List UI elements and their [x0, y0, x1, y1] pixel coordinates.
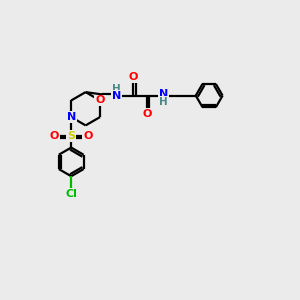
Text: O: O	[83, 131, 93, 141]
Text: S: S	[67, 131, 75, 141]
Text: H: H	[159, 97, 168, 107]
Text: O: O	[142, 109, 152, 119]
Text: O: O	[128, 72, 138, 82]
Text: O: O	[95, 95, 105, 105]
Text: N: N	[159, 89, 168, 99]
Text: H: H	[112, 84, 121, 94]
Text: N: N	[112, 91, 121, 100]
Text: N: N	[67, 112, 76, 122]
Text: O: O	[50, 131, 59, 141]
Text: Cl: Cl	[65, 189, 77, 199]
